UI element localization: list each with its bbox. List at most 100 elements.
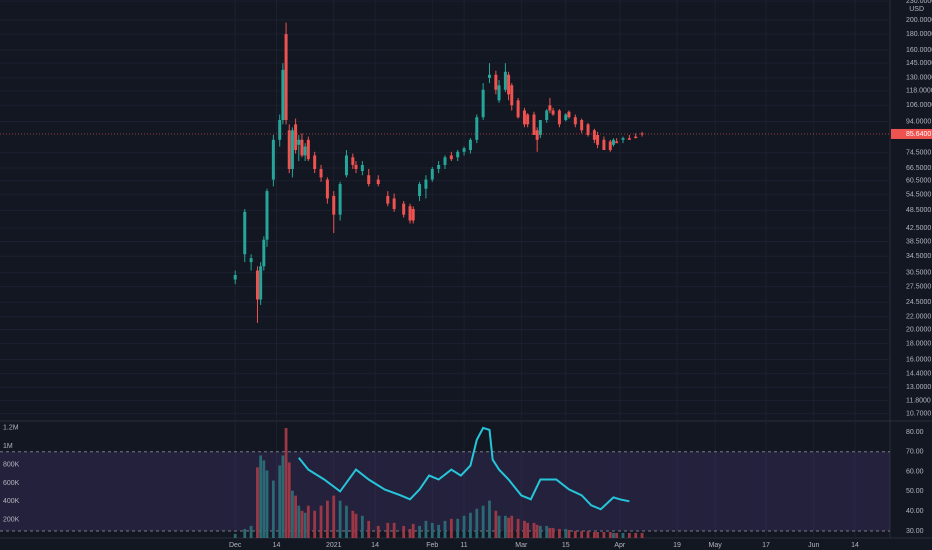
candle-body <box>255 270 259 300</box>
volume-bar <box>494 510 498 538</box>
candle-body <box>573 117 577 125</box>
volume-bar <box>580 530 584 538</box>
candle-body <box>615 141 619 144</box>
y-tick-label: 38.5000 <box>906 238 931 245</box>
candle-body <box>526 114 530 125</box>
volume-bar <box>532 522 536 538</box>
volume-bar <box>602 531 606 538</box>
y-tick-label: 27.5000 <box>906 284 931 291</box>
candle-body <box>468 139 472 151</box>
x-tick-label: 15 <box>562 542 570 549</box>
volume-bar <box>573 530 577 538</box>
rsi-tick-label: 60.00 <box>906 468 924 475</box>
y-tick-label: 66.5000 <box>906 165 931 172</box>
candle-body <box>294 124 298 151</box>
candle-body <box>402 203 406 215</box>
last-price-label: 85.6400 <box>906 131 931 138</box>
volume-tick-label: 200K <box>3 516 20 523</box>
volume-bar <box>386 522 390 538</box>
y-tick-label: 60.5000 <box>906 178 931 185</box>
volume-bar <box>325 500 329 538</box>
volume-bar <box>338 500 342 538</box>
y-tick-label: 20.0000 <box>906 326 931 333</box>
volume-bar <box>271 480 275 538</box>
volume-tick-label: 1M <box>3 443 13 450</box>
y-tick-label: 11.8000 <box>906 397 931 404</box>
candle-body <box>271 139 275 180</box>
y-tick-label: 54.5000 <box>906 192 931 199</box>
candle-body <box>430 168 434 180</box>
y-tick-label: 30.5000 <box>906 270 931 277</box>
y-tick-label: 130.0000 <box>906 75 932 82</box>
volume-bar <box>287 462 291 538</box>
volume-bar <box>592 531 596 538</box>
volume-tick-label: 1.2M <box>3 425 19 432</box>
volume-bar <box>354 513 358 538</box>
volume-bar <box>300 510 304 538</box>
candle-body <box>586 124 590 135</box>
volume-bar <box>262 460 266 538</box>
volume-bar <box>516 518 520 538</box>
volume-bar <box>567 529 571 538</box>
x-tick-label: 2021 <box>326 542 342 549</box>
rsi-tick-label: 70.00 <box>906 449 924 456</box>
volume-bar <box>351 510 355 538</box>
candle-body <box>386 195 390 204</box>
volume-tick-label: 600K <box>3 480 20 487</box>
candle-body <box>243 211 247 255</box>
candle-body <box>306 139 310 160</box>
candle-body <box>494 74 498 90</box>
volume-bar <box>634 532 638 538</box>
candle-body <box>297 139 301 145</box>
candle-body <box>456 151 460 158</box>
candle-body <box>278 120 282 140</box>
x-tick-label: 19 <box>673 542 681 549</box>
volume-bar <box>469 512 472 538</box>
volume-bar <box>313 510 317 538</box>
volume-bar <box>411 523 415 538</box>
x-tick-label: 14 <box>851 542 859 549</box>
volume-bar <box>449 518 453 538</box>
volume-bar <box>243 528 247 538</box>
volume-bar <box>475 508 479 538</box>
volume-bar <box>558 528 561 538</box>
candle-body <box>418 184 422 196</box>
y-tick-label: 48.5000 <box>906 207 931 214</box>
volume-tick-label: 400K <box>3 498 20 505</box>
volume-bar <box>443 520 447 538</box>
volume-bar <box>265 470 269 538</box>
volume-bar <box>456 518 460 538</box>
y-tick-label: 14.4000 <box>906 370 931 377</box>
candle-body <box>360 164 364 172</box>
candle-body <box>354 164 358 169</box>
candle-body <box>411 209 415 221</box>
volume-bar <box>615 532 619 538</box>
volume-bar <box>418 525 421 538</box>
x-tick-label: May <box>709 542 723 549</box>
volume-bar <box>497 515 501 538</box>
volume-bar <box>402 525 406 538</box>
volume-bar <box>488 500 491 538</box>
volume-bar <box>319 505 323 538</box>
x-tick-label: Dec <box>229 542 242 549</box>
x-tick-label: Mar <box>515 542 528 549</box>
candle-body <box>319 168 323 178</box>
candle-body <box>532 114 536 135</box>
volume-bar <box>538 525 542 538</box>
candle-body <box>548 105 552 111</box>
candle-body <box>332 195 336 215</box>
candle-body <box>567 111 571 118</box>
y-tick-label: 145.0000 <box>906 60 932 67</box>
candle-body <box>522 110 526 125</box>
x-tick-label: 14 <box>371 542 379 549</box>
volume-bar <box>586 530 590 538</box>
y-tick-label: 118.0000 <box>906 88 932 95</box>
y-tick-label: 160.0000 <box>906 47 932 54</box>
candle-body <box>503 71 507 90</box>
candle-body <box>545 110 549 121</box>
candle-body <box>488 74 491 78</box>
volume-bar <box>281 455 285 538</box>
y-tick-label: 230.0000 <box>906 0 932 5</box>
